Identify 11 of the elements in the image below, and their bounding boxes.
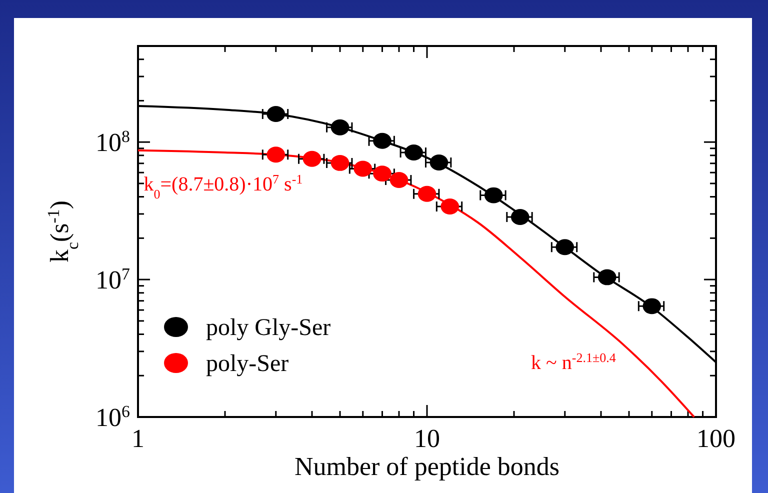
x-tick-label: 10 xyxy=(414,424,440,453)
x-axis-title: Number of peptide bonds xyxy=(294,452,560,481)
y-tick-label: 10$^{6}$ xyxy=(96,402,130,432)
y-tick-label: 10$^{8}$ xyxy=(96,126,130,158)
legend-label: poly-Ser xyxy=(206,351,289,377)
y-tick-label: 10$^{7}$ xyxy=(96,264,130,295)
annotation: k$_{0}$=(8.7±0.8)·10$^{7}$ s$^{-1}$ xyxy=(144,171,303,202)
x-tick-label: 100 xyxy=(696,424,736,453)
legend-label: poly Gly-Ser xyxy=(206,315,331,341)
x-tick-label: 1 xyxy=(132,424,144,453)
annotation: k ~ n$^{-2.1±0.4}$ xyxy=(531,349,616,374)
